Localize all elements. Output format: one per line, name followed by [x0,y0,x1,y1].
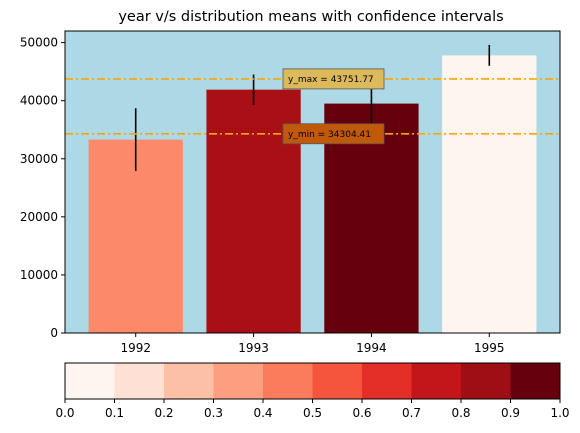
colorbar-tick-label: 0.1 [105,406,124,420]
colorbar-tick-label: 0.4 [253,406,272,420]
colorbar-segment [65,363,115,399]
y-tick-label: 0 [50,326,58,340]
colorbar-segment [312,363,363,399]
colorbar-tick-label: 0.8 [451,406,470,420]
colorbar-tick-label: 1.0 [550,406,569,420]
bars [88,55,537,334]
colorbar-segment [362,363,412,399]
reference-label-box-1 [282,123,385,145]
colorbar-segment [411,363,462,399]
colorbar-tick-label: 0.2 [154,406,173,420]
colorbar-tick-label: 0.5 [303,406,322,420]
y-tick-label: 20000 [20,210,58,224]
reference-lines: y_max = 43751.77 y_min = 34304.41 [65,68,560,145]
y-axis: 0 10000 20000 30000 40000 50000 [20,36,65,340]
x-tick-label: 1993 [238,341,269,355]
y-tick-label: 50000 [20,36,58,50]
colorbar-tick-label: 0.0 [55,406,74,420]
colorbar-tick-label: 0.6 [352,406,371,420]
reference-label-1: y_min = 34304.41 [288,130,371,140]
x-axis: 1992 1993 1994 1995 [120,333,505,355]
chart-title: year v/s distribution means with confide… [118,9,503,25]
colorbar-segment [263,363,313,399]
colorbar-tick-label: 0.7 [402,406,421,420]
colorbar-segment [164,363,214,399]
x-tick-label: 1995 [474,341,505,355]
colorbar: 0.0 0.1 0.2 0.3 0.4 0.5 0.6 0.7 0.8 0.9 1.0 [55,362,570,420]
x-tick-label: 1992 [120,341,151,355]
colorbar-segment [461,363,511,399]
reference-label-0: y_max = 43751.77 [288,75,374,85]
colorbar-tick-label: 0.3 [204,406,223,420]
colorbar-segment [213,363,264,399]
bar-1995 [442,55,537,334]
colorbar-tick-label: 0.9 [501,406,520,420]
y-tick-label: 10000 [20,268,58,282]
reference-label-box-0 [282,68,385,90]
colorbar-segment [114,363,165,399]
bar-1992 [88,139,183,333]
plot-frame [64,30,561,334]
x-tick-label: 1994 [356,341,387,355]
colorbar-segment [510,363,561,399]
y-tick-label: 30000 [20,152,58,166]
y-tick-label: 40000 [20,94,58,108]
